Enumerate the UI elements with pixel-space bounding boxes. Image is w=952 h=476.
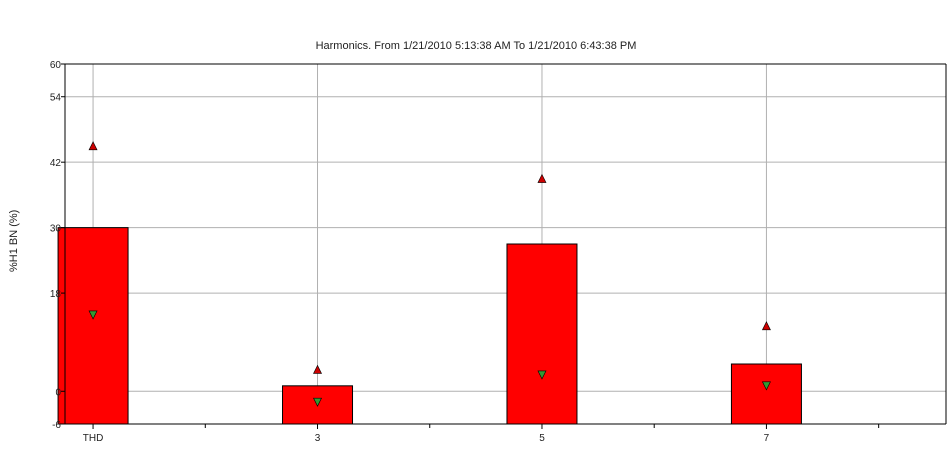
y-tick-label: 42 [50,158,62,169]
x-tick-label: 3 [315,433,321,444]
max-marker-3 [313,364,323,374]
y-tick-label: 54 [50,93,62,104]
box-3 [282,385,354,425]
box-5 [506,243,578,425]
y-tick-label: 18 [50,289,62,300]
x-tick-label: 7 [764,433,770,444]
max-marker-THD [88,141,98,151]
x-tick-label: 5 [539,433,545,444]
y-tick-label: 0 [55,387,61,398]
y-tick-label: 30 [50,224,62,235]
box-7 [730,363,802,425]
box-THD [57,227,129,425]
avg-marker-7 [761,381,771,391]
max-marker-5 [537,173,547,183]
avg-marker-3 [313,397,323,407]
avg-marker-THD [88,310,98,320]
y-tick-label: -6 [52,420,61,431]
chart-title: Harmonics. From 1/21/2010 5:13:38 AM To … [315,40,637,52]
x-tick-label: THD [83,433,104,444]
max-marker-7 [761,321,771,331]
avg-marker-5 [537,370,547,380]
y-tick-label: 60 [50,60,62,71]
